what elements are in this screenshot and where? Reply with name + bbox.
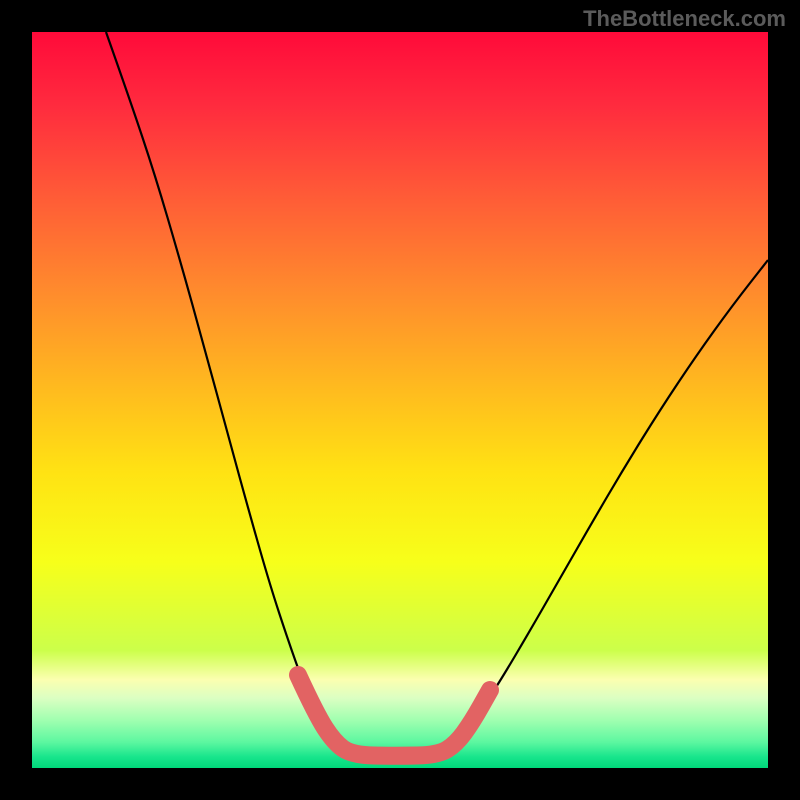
bottleneck-chart: [0, 0, 800, 800]
plot-background-gradient: [32, 32, 768, 768]
bottleneck-chart-stage: TheBottleneck.com: [0, 0, 800, 800]
watermark-text: TheBottleneck.com: [583, 6, 786, 32]
